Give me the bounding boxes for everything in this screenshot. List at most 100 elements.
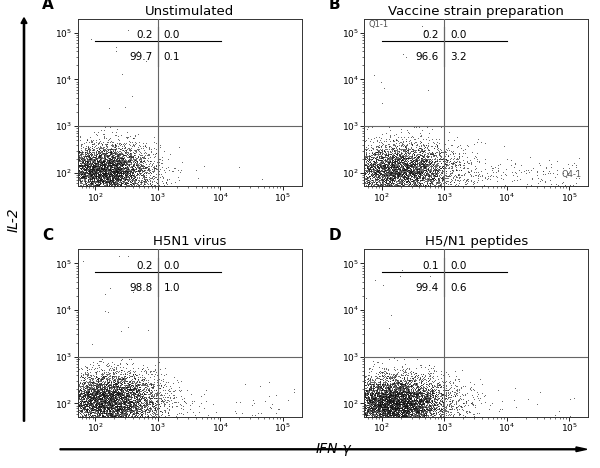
Point bbox=[409, 171, 419, 179]
Point bbox=[366, 413, 376, 420]
Point bbox=[116, 384, 126, 392]
Point bbox=[373, 413, 383, 420]
Point bbox=[73, 163, 83, 170]
Point bbox=[392, 150, 401, 158]
Point bbox=[368, 182, 378, 190]
Point bbox=[425, 387, 435, 395]
Point bbox=[388, 182, 398, 190]
Point bbox=[85, 394, 95, 401]
Point bbox=[73, 171, 83, 179]
Point bbox=[76, 161, 86, 169]
Point bbox=[413, 372, 422, 379]
Point bbox=[126, 181, 136, 188]
Point bbox=[100, 413, 110, 420]
Point bbox=[381, 182, 391, 190]
Point bbox=[97, 393, 107, 401]
Point bbox=[116, 408, 126, 416]
Point bbox=[132, 396, 142, 403]
Point bbox=[122, 160, 132, 168]
Point bbox=[359, 182, 369, 190]
Point bbox=[417, 392, 427, 400]
Point bbox=[391, 388, 401, 395]
Point bbox=[406, 411, 416, 419]
Point bbox=[73, 181, 83, 189]
Point bbox=[100, 399, 110, 407]
Point bbox=[359, 409, 369, 416]
Point bbox=[119, 411, 128, 418]
Point bbox=[361, 390, 370, 397]
Point bbox=[144, 169, 154, 176]
Point bbox=[174, 384, 184, 391]
Point bbox=[102, 396, 112, 403]
Point bbox=[446, 413, 456, 420]
Point bbox=[78, 168, 88, 176]
Point bbox=[122, 393, 131, 401]
Point bbox=[80, 178, 90, 185]
Point bbox=[100, 407, 110, 415]
Point bbox=[95, 146, 105, 154]
Point bbox=[404, 178, 414, 186]
Point bbox=[103, 397, 112, 405]
Point bbox=[103, 413, 112, 420]
Point bbox=[370, 395, 380, 402]
Point bbox=[98, 178, 108, 185]
Point bbox=[359, 403, 369, 410]
Point bbox=[376, 389, 386, 396]
Point bbox=[425, 150, 435, 158]
Point bbox=[359, 393, 369, 401]
Point bbox=[86, 170, 95, 177]
Point bbox=[400, 146, 410, 153]
Point bbox=[73, 182, 83, 190]
Point bbox=[112, 402, 121, 409]
Point bbox=[112, 395, 122, 402]
Point bbox=[102, 406, 112, 414]
Point bbox=[73, 413, 83, 420]
Point bbox=[123, 172, 133, 180]
Point bbox=[398, 393, 407, 401]
Point bbox=[359, 399, 369, 407]
Point bbox=[359, 413, 369, 420]
Point bbox=[409, 395, 419, 403]
Point bbox=[391, 159, 400, 166]
Point bbox=[392, 378, 402, 386]
Point bbox=[122, 405, 131, 413]
Point bbox=[139, 393, 148, 400]
Point bbox=[407, 408, 417, 416]
Point bbox=[92, 408, 102, 415]
Point bbox=[77, 379, 86, 387]
Point bbox=[81, 390, 91, 398]
Point bbox=[77, 152, 86, 159]
Point bbox=[85, 413, 95, 420]
Point bbox=[377, 400, 386, 408]
Point bbox=[370, 401, 379, 409]
Point bbox=[122, 145, 131, 153]
Point bbox=[389, 177, 398, 184]
Point bbox=[415, 159, 424, 167]
Point bbox=[444, 400, 454, 408]
Point bbox=[359, 389, 369, 397]
Point bbox=[367, 398, 377, 405]
Point bbox=[110, 402, 119, 410]
Point bbox=[359, 395, 369, 403]
Point bbox=[88, 182, 97, 190]
Point bbox=[377, 385, 386, 392]
Point bbox=[149, 391, 159, 399]
Point bbox=[169, 391, 178, 399]
Point bbox=[412, 387, 422, 395]
Point bbox=[466, 160, 476, 168]
Point bbox=[391, 388, 401, 395]
Point bbox=[121, 147, 131, 155]
Point bbox=[85, 151, 94, 159]
Point bbox=[359, 141, 369, 149]
Point bbox=[94, 392, 103, 400]
Point bbox=[143, 406, 152, 413]
Point bbox=[128, 407, 137, 415]
Point bbox=[414, 161, 424, 168]
Point bbox=[91, 394, 101, 401]
Point bbox=[95, 381, 104, 389]
Point bbox=[401, 397, 410, 405]
Point bbox=[383, 163, 392, 170]
Point bbox=[436, 411, 446, 419]
Point bbox=[375, 162, 385, 169]
Point bbox=[414, 161, 424, 168]
